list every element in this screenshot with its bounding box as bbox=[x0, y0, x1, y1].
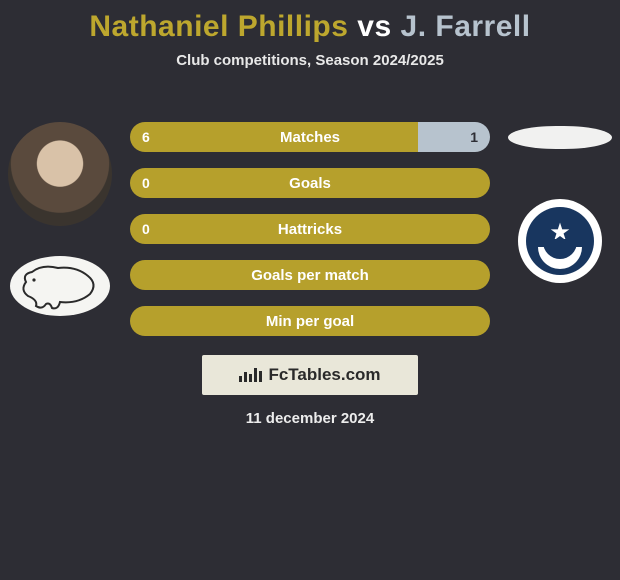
title-vs: vs bbox=[357, 10, 391, 43]
title-player2: J. Farrell bbox=[401, 10, 531, 43]
ram-icon bbox=[18, 260, 102, 312]
stat-bar: Goals per match bbox=[130, 260, 490, 290]
left-column bbox=[0, 112, 120, 316]
stat-left-value: 6 bbox=[142, 129, 150, 145]
player2-photo bbox=[508, 126, 612, 149]
stat-left-segment bbox=[130, 260, 490, 290]
stat-left-segment: 0 bbox=[130, 168, 490, 198]
stat-bar: 0Goals bbox=[130, 168, 490, 198]
player2-team-badge: ★ bbox=[518, 199, 602, 283]
page-title: Nathaniel Phillips vs J. Farrell bbox=[0, 0, 620, 44]
player1-team-badge bbox=[10, 256, 110, 316]
crescent-icon bbox=[538, 247, 582, 269]
subtitle: Club competitions, Season 2024/2025 bbox=[0, 52, 620, 69]
stat-right-segment: 1 bbox=[418, 122, 490, 152]
date-text: 11 december 2024 bbox=[0, 410, 620, 427]
player1-photo bbox=[8, 122, 112, 226]
infographic-root: Nathaniel Phillips vs J. Farrell Club co… bbox=[0, 0, 620, 580]
stat-left-value: 0 bbox=[142, 221, 150, 237]
bars-icon bbox=[239, 368, 262, 382]
stat-bar: 0Hattricks bbox=[130, 214, 490, 244]
stat-bar: 61Matches bbox=[130, 122, 490, 152]
stat-left-segment: 0 bbox=[130, 214, 490, 244]
right-column: ★ bbox=[500, 112, 620, 283]
stat-left-value: 0 bbox=[142, 175, 150, 191]
stat-right-value: 1 bbox=[470, 129, 478, 145]
stat-left-segment: 6 bbox=[130, 122, 418, 152]
title-player1: Nathaniel Phillips bbox=[89, 10, 348, 43]
watermark: FcTables.com bbox=[202, 355, 418, 395]
comparison-body: 61Matches0Goals0HattricksGoals per match… bbox=[0, 112, 620, 336]
stat-bar: Min per goal bbox=[130, 306, 490, 336]
watermark-text: FcTables.com bbox=[268, 365, 380, 385]
stat-left-segment bbox=[130, 306, 490, 336]
stat-bars: 61Matches0Goals0HattricksGoals per match… bbox=[120, 112, 500, 336]
